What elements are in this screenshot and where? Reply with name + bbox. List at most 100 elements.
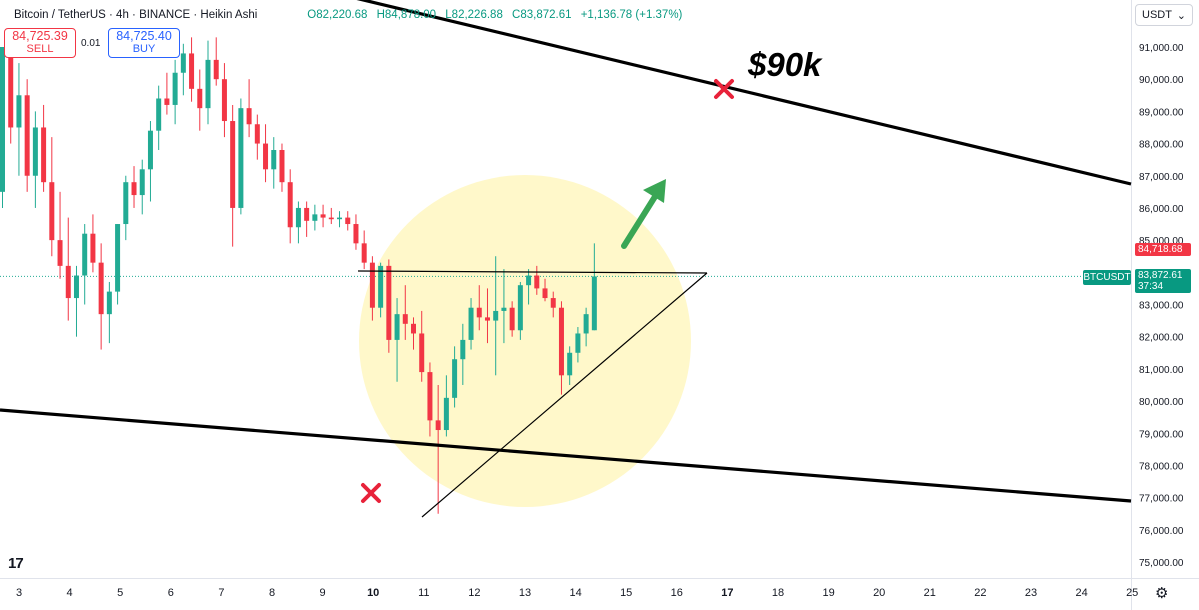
candle-body <box>443 397 449 431</box>
candle-body <box>139 169 145 196</box>
price-tick-label: 85,000.00 <box>1139 236 1184 247</box>
price-tick-label: 78,000.00 <box>1139 461 1184 472</box>
price-tick-label: 89,000.00 <box>1139 107 1184 118</box>
price-tick-label: 82,000.00 <box>1139 333 1184 344</box>
candle-body <box>312 214 318 221</box>
ohlc-values: O82,220.68 H84,878.00 L82,226.88 C83,872… <box>307 9 682 21</box>
candle-body <box>238 108 244 208</box>
candle-body <box>57 240 63 266</box>
candle-body <box>509 307 515 331</box>
candle-body <box>452 359 458 398</box>
candle-body <box>427 372 433 421</box>
candle-body <box>526 275 532 286</box>
candle-body <box>24 95 30 176</box>
price-tick-label: 77,000.00 <box>1139 494 1184 505</box>
change-value: +1,136.78 (+1.37%) <box>580 9 683 21</box>
tradingview-logo[interactable]: 17 <box>8 555 24 572</box>
price-tick-label: 76,000.00 <box>1139 526 1184 537</box>
low-value: L82,226.88 <box>445 9 503 21</box>
triangle-top-line <box>357 270 708 274</box>
time-tick-label: 3 <box>16 587 22 599</box>
time-tick-label: 11 <box>418 587 429 599</box>
time-tick-label: 5 <box>117 587 123 599</box>
candle-body <box>484 317 490 321</box>
candle-body <box>419 333 425 373</box>
price-tick-label: 75,000.00 <box>1139 558 1184 569</box>
lower-trendline <box>0 408 1132 503</box>
price-axis <box>1131 0 1199 610</box>
candle-body <box>180 53 186 73</box>
red-price-label: 84,718.68 <box>1135 243 1191 256</box>
candle-body <box>567 352 573 376</box>
candle-body <box>0 47 5 192</box>
candle-body <box>65 265 71 299</box>
currency-selector[interactable]: USDT ⌄ <box>1135 4 1193 26</box>
buy-button[interactable]: 84,725.40 BUY <box>108 28 180 58</box>
candle-body <box>378 265 384 308</box>
candle-body <box>304 207 310 221</box>
candle-body <box>345 217 351 225</box>
time-tick-label: 13 <box>519 587 531 599</box>
candle-body <box>361 243 367 263</box>
time-tick-label: 4 <box>67 587 73 599</box>
candle-body <box>172 72 178 105</box>
candle-body <box>320 214 326 218</box>
sell-price: 84,725.39 <box>12 29 68 43</box>
chevron-down-icon: ⌄ <box>1176 9 1186 22</box>
symbol-title[interactable]: Bitcoin / TetherUS · 4h · BINANCE · Heik… <box>14 9 258 21</box>
candle-body <box>156 98 162 131</box>
time-tick-label: 9 <box>320 587 326 599</box>
candle-body <box>230 121 236 208</box>
current-price: 83,872.61 <box>1138 270 1183 281</box>
candle-body <box>460 339 466 360</box>
high-value: H84,878.00 <box>376 9 437 21</box>
time-tick-label: 10 <box>367 587 379 599</box>
candle-body <box>213 59 219 80</box>
target-x-marker-icon <box>714 79 734 99</box>
candle-body <box>197 88 203 109</box>
sell-button[interactable]: 84,725.39 SELL <box>4 28 76 58</box>
gear-icon[interactable]: ⚙ <box>1155 585 1169 602</box>
price-tick-label: 86,000.00 <box>1139 204 1184 215</box>
candle-body <box>82 233 88 276</box>
candle-body <box>189 53 195 89</box>
price-target-annotation: $90k <box>748 46 822 83</box>
candle-body <box>32 127 38 176</box>
candle-body <box>271 150 277 170</box>
candle-body <box>517 285 523 331</box>
buy-label: BUY <box>132 43 156 55</box>
time-tick-label: 18 <box>772 587 784 599</box>
candle-body <box>287 182 293 228</box>
price-tick-label: 83,000.00 <box>1139 301 1184 312</box>
candle-body <box>575 333 581 353</box>
time-tick-label: 12 <box>468 587 480 599</box>
time-tick-label: 23 <box>1025 587 1037 599</box>
candle-body <box>8 47 14 128</box>
candle-body <box>41 127 47 183</box>
time-tick-label: 21 <box>924 587 936 599</box>
candle-body <box>411 323 416 334</box>
candle-body <box>295 207 301 228</box>
sell-label: SELL <box>26 43 54 55</box>
price-tick-label: 91,000.00 <box>1139 43 1184 54</box>
candle-body <box>534 275 540 289</box>
chart-header: Bitcoin / TetherUS · 4h · BINANCE · Heik… <box>0 6 682 24</box>
candle-body <box>131 182 137 196</box>
bar-countdown: 37:34 <box>1138 281 1164 292</box>
current-price-label: 83,872.61 37:34 <box>1135 269 1191 293</box>
price-tick-label: 88,000.00 <box>1139 140 1184 151</box>
candle-body <box>591 276 597 331</box>
time-tick-label: 16 <box>671 587 683 599</box>
candle-body <box>254 124 260 144</box>
candle-body <box>49 182 55 241</box>
candle-body <box>550 298 556 308</box>
upper-trendline <box>356 0 1132 186</box>
breakout-arrow-head-icon <box>643 179 666 203</box>
candle-body <box>542 288 548 299</box>
candle-body <box>279 150 285 183</box>
triangle-bottom-line <box>421 272 708 518</box>
price-tick-label: 81,000.00 <box>1139 365 1184 376</box>
candle-body <box>123 182 129 225</box>
candle-body <box>164 98 170 105</box>
